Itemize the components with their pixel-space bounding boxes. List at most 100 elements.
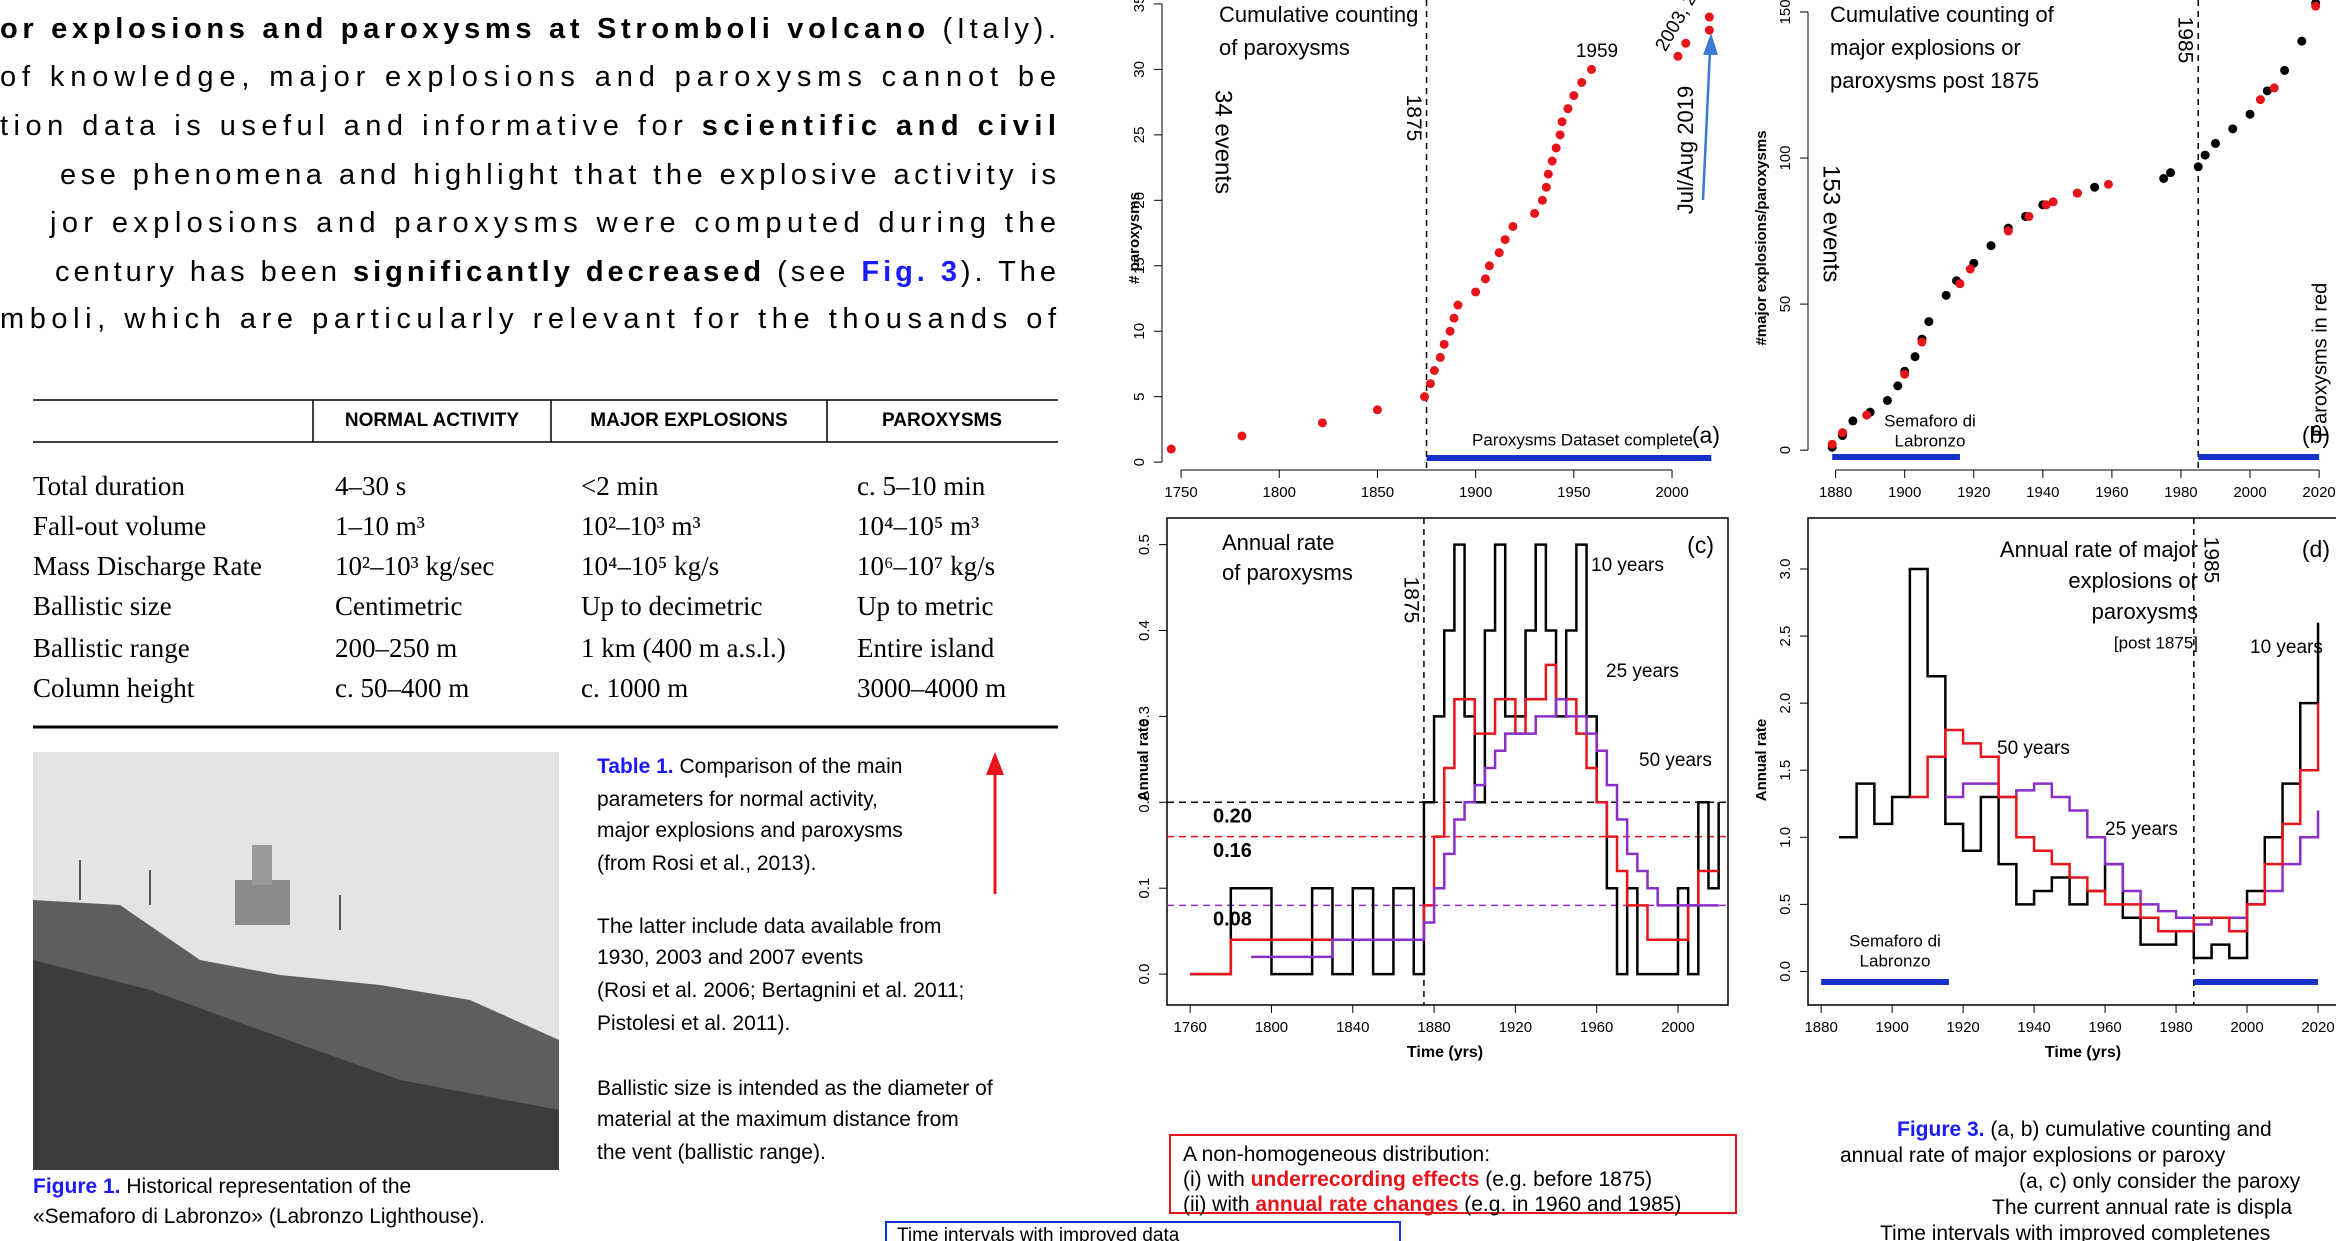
data-point [2024,211,2034,221]
x-tick-label: 2000 [1655,484,1688,501]
intro-line-part: jor explosions and paroxysms were comput… [49,207,1056,239]
y-tick-label: 1.5 [1777,760,1794,781]
y-tick-label: 35 [1131,0,1148,12]
x-tick-label: 1940 [2017,1019,2050,1036]
intro-line-part: (Italy). [930,13,1056,45]
data-point [1900,369,1910,379]
data-point [1924,317,1934,327]
intro-line: of knowledge, major explosions and parox… [0,61,1056,93]
x-tick-label: 1920 [1957,484,1990,501]
data-point [1541,182,1551,192]
note-text-part: (e.g. in 1960 and 1985) [1458,1193,1681,1216]
reference-label: 1985 [2199,537,2222,584]
x-tick-label: 1960 [2088,1019,2121,1036]
y-tick-label: 10 [1131,323,1148,340]
figure-caption: The current annual rate is displa [1992,1196,2292,1219]
lighthouse-illustration [33,752,559,1170]
table-cell: c. 1000 m [581,673,688,703]
series-label: 25 years [1606,661,1679,682]
annotation: Paroxysms in red [2309,283,2331,438]
data-point [1955,279,1965,289]
data-point [1941,290,1951,300]
y-tick-label: 0.5 [1136,534,1153,555]
x-tick-label: 1850 [1361,484,1394,501]
band-label: Labronzo [1895,431,1966,450]
y-tick-label: 0.0 [1136,964,1153,985]
data-point [2072,188,2082,198]
note-text: Time intervals with improved data [897,1225,1180,1241]
figure-caption: annual rate of major explosions or parox… [1840,1144,2226,1167]
table-caption-part: Pistolesi et al. 2011). [597,1012,790,1035]
table-cell: 4–30 s [335,471,406,501]
table-cell: Up to metric [857,591,993,621]
table-caption: major explosions and paroxysms [597,819,903,842]
note-text-part: (ii) with [1183,1193,1255,1216]
table-caption-part: Table 1. [597,755,674,778]
chart-title: Cumulative counting of [1830,2,2055,27]
intro-line-part: of knowledge, major explosions and parox… [0,61,1056,93]
panel-label: (b) [2302,422,2330,448]
data-point [2245,109,2255,119]
note-text-part: underrecording effects [1251,1168,1480,1191]
table-caption: Ballistic size is intended as the diamet… [597,1077,993,1100]
x-tick-label: 1750 [1164,484,1197,501]
table-cell: Total duration [33,471,185,501]
arrow [1701,49,1712,201]
data-point [1681,38,1691,48]
band-label: Labronzo [1860,951,1931,970]
data-point [1543,169,1553,179]
series-label: 25 years [2105,819,2178,840]
table-caption: material at the maximum distance from [597,1108,959,1131]
x-tick-label: 1880 [1819,484,1852,501]
reference-label: 1985 [2174,17,2197,64]
y-tick-label: 5 [1131,393,1148,401]
reference-label: 1875 [1399,577,1422,624]
data-point [1480,274,1490,284]
note-text: (i) with underrecording effects (e.g. be… [1183,1168,1652,1191]
data-point [2193,162,2203,172]
image-tower [252,845,272,885]
data-point [1537,195,1547,205]
figure-caption: Time intervals with improved completenes [1880,1222,2270,1241]
table-cell: Ballistic range [33,633,190,663]
chart-title: paroxysms [2092,599,2198,624]
data-point [1439,339,1449,349]
table-cell: 10⁶–10⁷ kg/s [857,551,995,581]
series-label: 10 years [2250,637,2323,658]
rate-line [1838,567,2320,960]
figure-caption-part: Time intervals with improved completenes [1880,1222,2270,1241]
table-cell: Column height [33,673,195,703]
figure-caption-part: «Semaforo di Labronzo» (Labronzo Lightho… [33,1205,485,1228]
x-tick-label: 1940 [2026,484,2059,501]
data-point [1917,337,1927,347]
table-caption: 1930, 2003 and 2007 events [597,946,863,969]
table-cell: <2 min [581,471,659,501]
table-cell: 10²–10³ m³ [581,511,701,541]
figure-caption-part: (a, c) only consider the paroxy [2019,1170,2301,1193]
data-point [1500,235,1510,245]
intro-line: tion data is useful and informative for … [0,110,1056,142]
data-point [1557,117,1567,127]
data-point [2090,182,2100,192]
band-label: Semaforo di [1884,411,1976,430]
series-label: 50 years [1639,750,1712,771]
intro-line-part: scientific and civil [702,110,1056,142]
x-tick-label: 1960 [2095,484,2128,501]
note-text-part: (i) with [1183,1168,1251,1191]
data-point [1372,405,1382,415]
y-tick-label: 0.3 [1136,706,1153,727]
intro-line-part: significantly decreased [353,256,761,288]
y-tick-label: 100 [1777,146,1794,171]
data-point [1471,287,1481,297]
data-point [2262,86,2272,96]
intro-line-part: ). The [961,256,1056,288]
x-tick-label: 1880 [1417,1019,1450,1036]
data-point [2003,226,2013,236]
table-cell: Mass Discharge Rate [33,551,262,581]
table-caption-part: 1930, 2003 and 2007 events [597,946,863,969]
y-tick-label: 0.4 [1136,620,1153,641]
data-point [1910,352,1920,362]
x-tick-label: 1880 [1804,1019,1837,1036]
chart-title: major explosions or [1830,35,2021,60]
